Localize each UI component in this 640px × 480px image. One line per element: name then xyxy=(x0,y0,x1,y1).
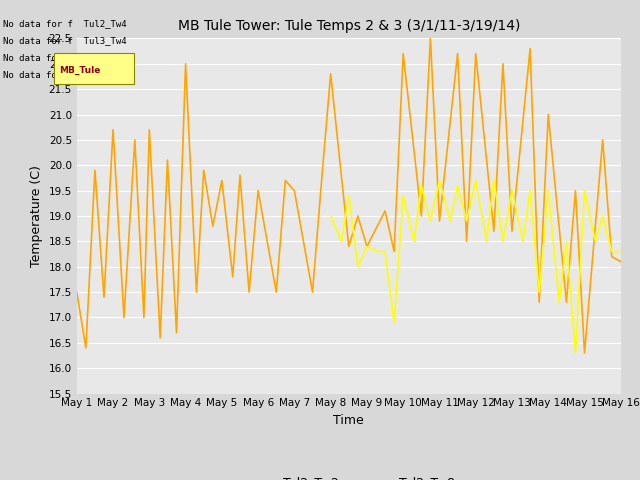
Title: MB Tule Tower: Tule Temps 2 & 3 (3/1/11-3/19/14): MB Tule Tower: Tule Temps 2 & 3 (3/1/11-… xyxy=(178,19,520,33)
Text: No data for f  Tul2_Tw4: No data for f Tul2_Tw4 xyxy=(3,19,127,28)
Text: No data for f  Tul3_Ts-8: No data for f Tul3_Ts-8 xyxy=(3,70,132,79)
Text: No data for f  Tul3_Ts2: No data for f Tul3_Ts2 xyxy=(3,53,127,62)
X-axis label: Time: Time xyxy=(333,414,364,427)
Y-axis label: Temperature (C): Temperature (C) xyxy=(30,165,43,267)
Legend: Tul2_Ts-2, Tul2_Ts-8: Tul2_Ts-2, Tul2_Ts-8 xyxy=(237,471,460,480)
Text: MB_Tule: MB_Tule xyxy=(60,66,101,75)
Text: No data for f  Tul3_Tw4: No data for f Tul3_Tw4 xyxy=(3,36,127,45)
